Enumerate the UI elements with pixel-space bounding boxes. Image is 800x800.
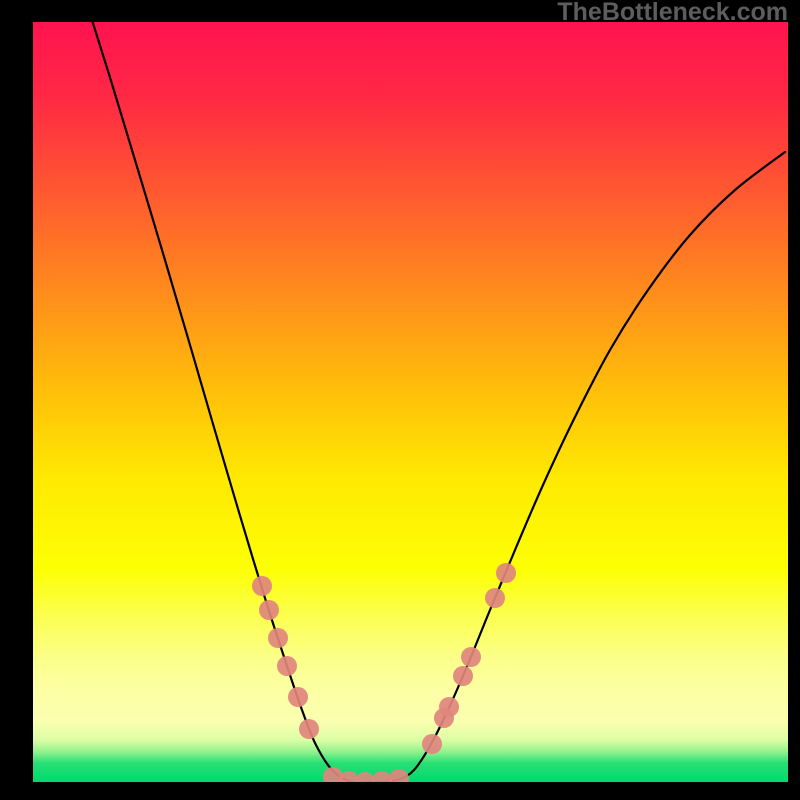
data-marker [422,734,442,754]
chart-canvas [0,0,800,800]
data-marker [288,687,308,707]
chart-frame: TheBottleneck.com [0,0,800,800]
data-marker [299,719,319,739]
data-marker [252,576,272,596]
data-marker [453,666,473,686]
data-marker [372,771,392,791]
data-marker [277,656,297,676]
data-marker [439,697,459,717]
data-marker [259,600,279,620]
data-marker [485,588,505,608]
plot-background [33,22,788,782]
data-marker [461,647,481,667]
data-marker [496,563,516,583]
data-marker [355,772,375,792]
data-marker [268,628,288,648]
data-marker [389,769,409,789]
watermark-label: TheBottleneck.com [557,0,788,27]
